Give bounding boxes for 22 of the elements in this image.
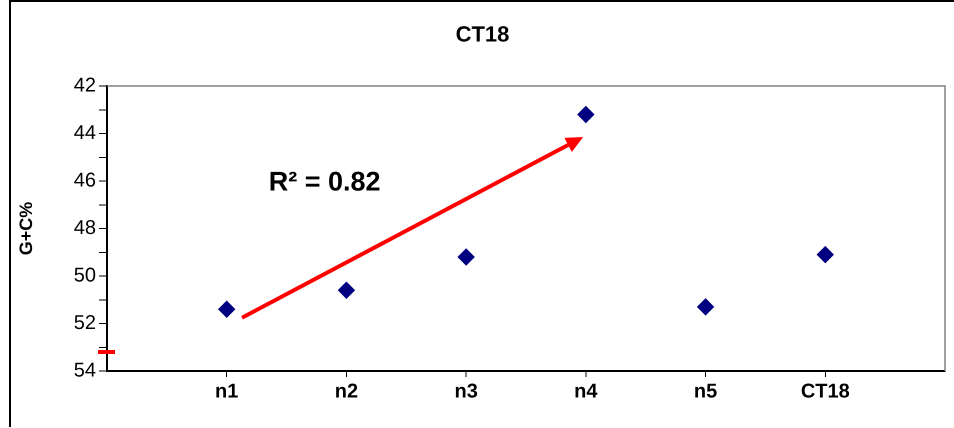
point — [816, 246, 834, 264]
x-tick-label: n3 — [454, 380, 478, 403]
point — [218, 300, 236, 318]
point — [577, 106, 594, 123]
y-tick-label: 44 — [74, 122, 96, 144]
y-tick-label: 46 — [74, 170, 96, 192]
y-axis-title: G+C% — [16, 202, 36, 256]
point — [697, 298, 714, 316]
annotation: R² = 0.82 — [268, 166, 381, 196]
point — [338, 282, 355, 299]
x-tick-label: CT18 — [800, 380, 850, 403]
y-tick-label: 52 — [74, 312, 96, 334]
y-tick-label: 48 — [74, 217, 96, 240]
chart-title: CT18 — [456, 21, 510, 46]
y-tick-label: 50 — [74, 264, 96, 287]
y-tick-label: 42 — [74, 74, 96, 97]
x-tick-label: n2 — [334, 380, 358, 403]
x-tick-label: n1 — [215, 380, 238, 403]
y-tick-label: 54 — [74, 360, 96, 382]
point — [458, 248, 475, 266]
x-tick-label: n4 — [574, 380, 598, 403]
x-tick-label: n5 — [694, 380, 718, 403]
